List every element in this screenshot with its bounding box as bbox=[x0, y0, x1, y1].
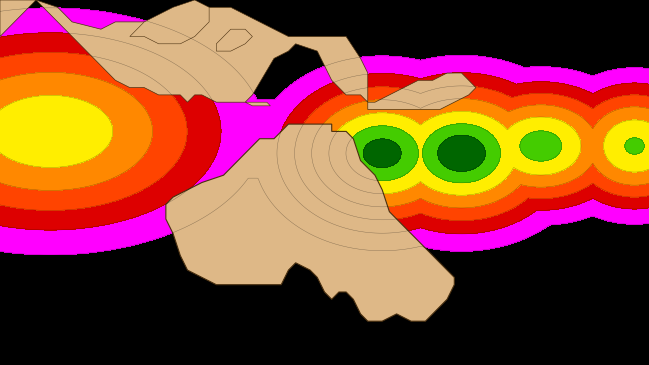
Polygon shape bbox=[216, 29, 252, 51]
Polygon shape bbox=[130, 0, 209, 44]
Polygon shape bbox=[245, 102, 271, 106]
Polygon shape bbox=[166, 124, 454, 321]
Polygon shape bbox=[368, 73, 476, 110]
Polygon shape bbox=[0, 0, 368, 102]
